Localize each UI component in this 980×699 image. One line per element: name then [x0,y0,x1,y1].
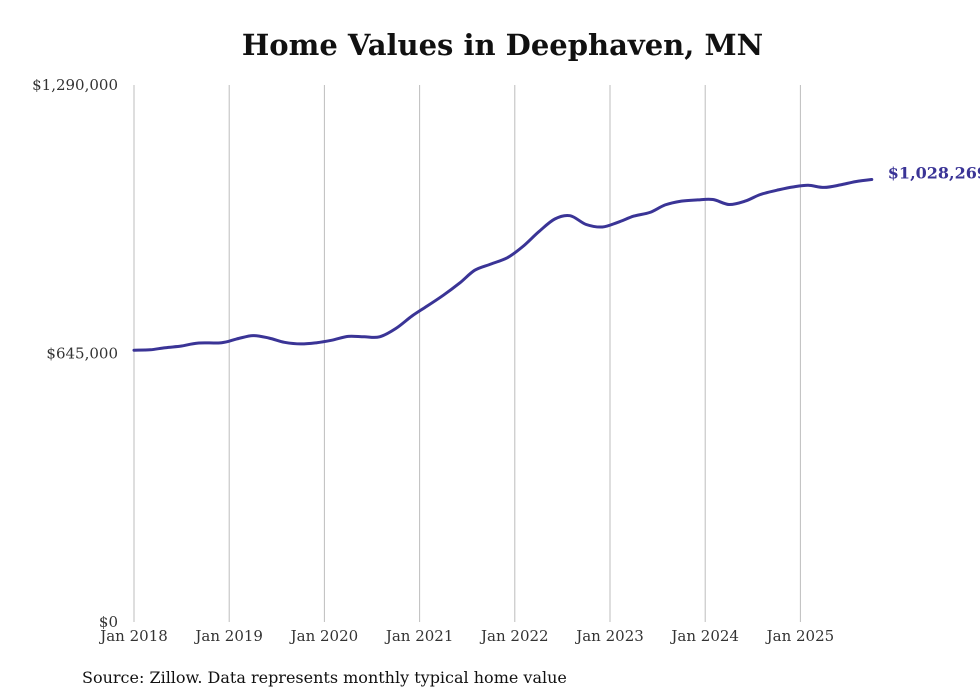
x-tick-label: Jan 2022 [479,627,549,645]
home-value-line [132,178,874,352]
x-tick-label: Jan 2023 [574,627,644,645]
x-tick-label: Jan 2024 [669,627,739,645]
x-tick-label: Jan 2021 [384,627,454,645]
y-tick-label: $0 [99,613,118,631]
x-tick-label: Jan 2019 [193,627,263,645]
x-axis-ticks: Jan 2018 Jan 2019 Jan 2020 Jan 2021 Jan 2022… [98,627,834,645]
y-tick-label: $1,290,000 [32,76,118,94]
y-axis-ticks: $0 $645,000 $1,290,000 [32,76,118,631]
gridlines [133,85,801,622]
chart-title: Home Values in Deephaven, MN [241,28,764,62]
latest-value-label: $1,028,269 [888,163,980,182]
y-tick-label: $645,000 [46,345,118,363]
x-tick-label: Jan 2025 [765,627,835,645]
source-note: Source: Zillow. Data represents monthly … [82,668,567,687]
x-tick-label: Jan 2018 [98,627,168,645]
x-tick-label: Jan 2020 [289,627,359,645]
